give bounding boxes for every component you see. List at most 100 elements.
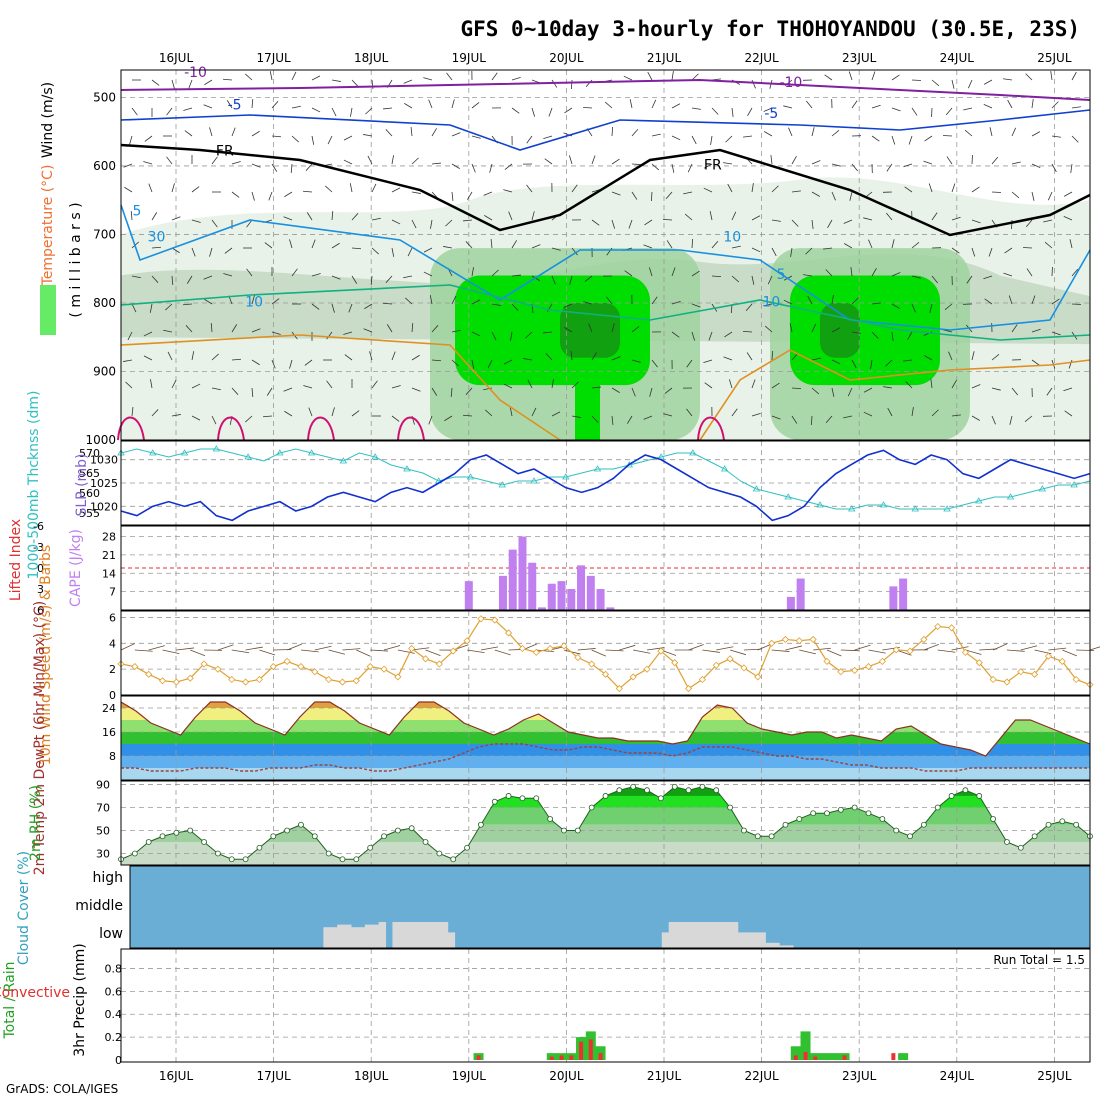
- wind-barb: [283, 387, 293, 392]
- contour-label: -10: [779, 75, 802, 91]
- wind-barb: [331, 79, 341, 82]
- thickness-marker: [720, 465, 729, 472]
- wind-barb: [1050, 71, 1053, 81]
- wind-barb: [211, 219, 218, 228]
- wind-barb: [547, 303, 553, 312]
- wind-barb: [805, 247, 813, 255]
- rh-point: [311, 833, 318, 840]
- wind-barb: [725, 135, 733, 143]
- rh-band: [121, 795, 1090, 808]
- upper-panel-frame: [120, 69, 1091, 441]
- wind-barb: [851, 331, 861, 334]
- contour-label: -5: [764, 106, 778, 122]
- cloud-low-bar: [344, 924, 352, 948]
- cloud-low-bar: [661, 932, 670, 948]
- wind-barb: [511, 274, 521, 277]
- wind-barb: [951, 380, 957, 389]
- wind-speed-point: [740, 664, 748, 672]
- wind-barb: [791, 387, 802, 390]
- wind-speed-point: [297, 663, 305, 671]
- wind-barb: [1011, 324, 1018, 333]
- wind-barb: [831, 359, 841, 365]
- isotherm-15: [120, 334, 561, 441]
- wind-barb: [1070, 163, 1073, 173]
- wind-barb: [1026, 268, 1033, 277]
- thickness-marker: [784, 493, 792, 500]
- wind-speed-point: [311, 668, 319, 676]
- x-tick-label-bottom: 16JUL: [159, 1069, 194, 1083]
- wind-barb: [191, 351, 195, 361]
- wind-barb: [491, 269, 499, 277]
- wind-tick-label: 2: [109, 663, 116, 676]
- contour-label: FR: [216, 144, 234, 160]
- wind-barb: [651, 133, 661, 137]
- wind-barb: [711, 107, 719, 115]
- cape-bar: [586, 575, 595, 610]
- wind-speed-point: [588, 660, 596, 668]
- wind-barb: [411, 322, 414, 333]
- wind-barb: [751, 183, 754, 193]
- cape-tick-label: 21: [102, 549, 116, 562]
- y-tick-label: 500: [93, 90, 116, 104]
- thickness-marker: [530, 477, 538, 484]
- wind-barb: [151, 409, 159, 417]
- wind-barb: [271, 135, 282, 138]
- precip-total-bar: [800, 1031, 811, 1060]
- wind-barb: [844, 243, 853, 249]
- wind-speed-point: [726, 655, 734, 663]
- wind-barb: [363, 134, 373, 137]
- rh-band: [121, 824, 1090, 842]
- rh-point: [602, 793, 609, 799]
- wind-barb: [326, 380, 333, 389]
- wind-barb: [467, 191, 473, 200]
- wind-speed-point: [242, 678, 250, 686]
- wind-speed-point: [920, 635, 928, 643]
- wind-barb: [471, 135, 481, 139]
- wind-barb: [391, 351, 396, 361]
- wind-barb: [747, 107, 753, 116]
- rh-tick-label: 70: [96, 801, 110, 814]
- wind-barb: [591, 415, 599, 423]
- wind-barb: [663, 413, 673, 417]
- wind-barb-10m: [896, 649, 912, 656]
- wind-barb: [883, 386, 893, 389]
- wind-barb: [183, 107, 193, 111]
- wind-barb: [671, 300, 681, 305]
- wind-barb-10m: [716, 646, 734, 651]
- wind-barb: [988, 247, 993, 257]
- wind-barb: [571, 381, 579, 389]
- wind-barb: [1071, 135, 1079, 143]
- wind-barb-10m: [951, 646, 969, 651]
- ylabel-wind: Wind (m/s): [40, 82, 56, 158]
- wind-barb: [291, 268, 298, 277]
- wind-barb: [728, 379, 733, 389]
- x-tick-label-bottom: 20JUL: [549, 1069, 584, 1083]
- wind-barb: [385, 275, 393, 283]
- wind-barb: [343, 135, 353, 141]
- cloud-low-bar: [682, 922, 690, 948]
- wind-barb: [691, 73, 699, 81]
- cloud-level-label: low: [99, 926, 123, 942]
- rh-point: [478, 821, 484, 828]
- wind-barb: [751, 247, 761, 253]
- rh-point: [394, 827, 401, 834]
- wind-barb: [662, 218, 673, 221]
- isotherm-20: [397, 416, 425, 441]
- wind-barb: [1011, 387, 1018, 396]
- wind-barb: [1031, 131, 1041, 137]
- wind-barb-10m: [688, 644, 704, 651]
- wind-barb: [1069, 239, 1073, 249]
- wind-barb: [531, 244, 541, 249]
- wind-barb: [443, 246, 453, 249]
- precip-tick-label: 0.4: [105, 1008, 123, 1021]
- wind-barb: [591, 155, 596, 165]
- wind-barb: [623, 75, 633, 81]
- rh-tick-label: 50: [96, 824, 110, 837]
- wind-barb-10m: [467, 649, 485, 653]
- wind-barb: [131, 107, 138, 116]
- wind-barb: [991, 354, 1000, 361]
- wind-speed-point: [601, 670, 610, 678]
- precip-conv-bar: [842, 1055, 847, 1060]
- wind-barb: [671, 135, 681, 141]
- wind-barb: [929, 303, 933, 313]
